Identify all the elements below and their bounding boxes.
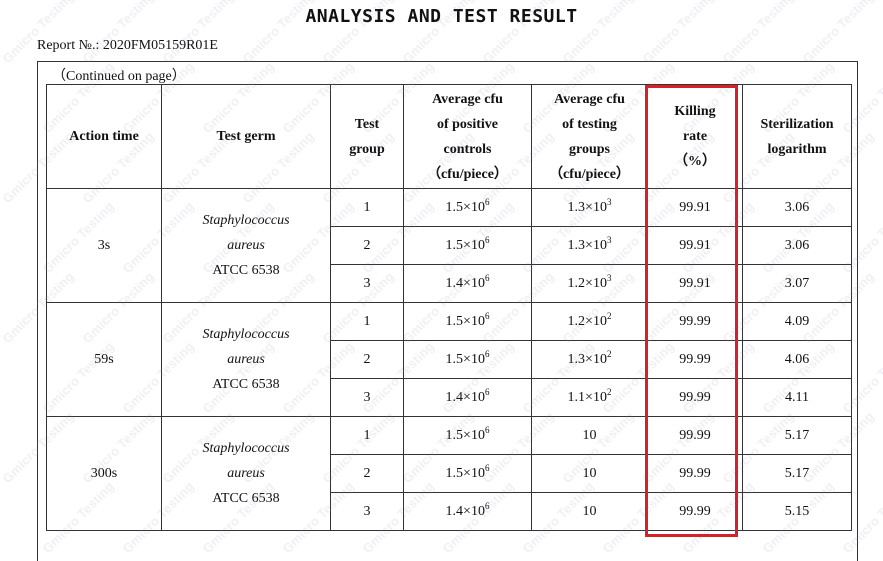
- cell-avg-positive: 1.5×106: [403, 226, 532, 265]
- cell-killing-rate: 99.91: [647, 188, 743, 227]
- table-row: 3 1.4×106 1.1×102 99.99 4.11: [47, 378, 852, 417]
- cell-sterilization: 5.15: [742, 492, 852, 531]
- cell-test-germ: Staphylococcus aureus ATCC 6538: [161, 416, 331, 531]
- cell-group: 1: [330, 302, 404, 341]
- report-number: Report №.: 2020FM05159R01E: [37, 38, 218, 53]
- cell-avg-testing: 1.3×102: [531, 340, 648, 379]
- cell-avg-positive: 1.4×106: [403, 264, 532, 303]
- cell-avg-testing: 1.2×102: [531, 302, 648, 341]
- cell-killing-rate: 99.99: [647, 302, 743, 341]
- cell-avg-positive: 1.4×106: [403, 492, 532, 531]
- cell-group: 1: [330, 416, 404, 455]
- col-avg-testing: Average cfu of testing groups （cfu/piece）: [531, 84, 648, 189]
- cell-group: 1: [330, 188, 404, 227]
- cell-sterilization: 3.06: [742, 188, 852, 227]
- cell-avg-positive: 1.5×106: [403, 340, 532, 379]
- col-test-group: Test group: [330, 84, 404, 189]
- cell-killing-rate: 99.99: [647, 416, 743, 455]
- cell-sterilization: 5.17: [742, 416, 852, 455]
- table-row: 3s Staphylococcus aureus ATCC 6538 1 1.5×1…: [46, 188, 852, 303]
- table-row: 3 1.4×106 10 99.99 5.15: [47, 492, 852, 531]
- cell-sterilization: 4.06: [742, 340, 852, 379]
- cell-test-germ: Staphylococcus aureus ATCC 6538: [161, 302, 331, 417]
- cell-avg-positive: 1.5×106: [403, 302, 532, 341]
- cell-group: 3: [330, 378, 404, 417]
- cell-action-time: 59s: [46, 302, 162, 417]
- cell-avg-testing: 10: [531, 416, 648, 455]
- report-title: ANALYSIS AND TEST RESULT: [305, 6, 578, 27]
- cell-group: 3: [330, 264, 404, 303]
- cell-avg-positive: 1.5×106: [403, 416, 532, 455]
- table-row: 3 1.4×106 1.2×103 99.91 3.07: [47, 264, 852, 303]
- table-row: 59s Staphylococcus aureus ATCC 6538 1 1.5×…: [46, 302, 852, 417]
- cell-avg-testing: 1.3×103: [531, 226, 648, 265]
- cell-killing-rate: 99.91: [647, 226, 743, 265]
- header-row: Action time Test germ Test group Average …: [46, 84, 852, 189]
- col-sterilization: Sterilization logarithm: [742, 84, 852, 189]
- page-frame: [37, 61, 858, 561]
- cell-killing-rate: 99.99: [647, 492, 743, 531]
- cell-action-time: 300s: [46, 416, 162, 531]
- table-row: 2 1.5×106 1.3×102 99.99 4.06: [47, 340, 852, 379]
- col-killing-rate: Killing rate （%）: [647, 84, 743, 189]
- cell-avg-positive: 1.4×106: [403, 378, 532, 417]
- cell-sterilization: 4.09: [742, 302, 852, 341]
- results-table: Action time Test germ Test group Average …: [46, 84, 852, 531]
- cell-avg-positive: 1.5×106: [403, 188, 532, 227]
- cell-killing-rate: 99.99: [647, 340, 743, 379]
- col-action-time: Action time: [46, 84, 162, 189]
- cell-killing-rate: 99.99: [647, 378, 743, 417]
- cell-group: 2: [330, 340, 404, 379]
- cell-avg-positive: 1.5×106: [403, 454, 532, 493]
- cell-killing-rate: 99.99: [647, 454, 743, 493]
- cell-group: 2: [330, 226, 404, 265]
- cell-avg-testing: 1.3×103: [531, 188, 648, 227]
- table-row: 300s Staphylococcus aureus ATCC 6538 1 1.5…: [46, 416, 852, 531]
- cell-killing-rate: 99.91: [647, 264, 743, 303]
- cell-action-time: 3s: [46, 188, 162, 303]
- cell-avg-testing: 1.2×103: [531, 264, 648, 303]
- cell-test-germ: Staphylococcus aureus ATCC 6538: [161, 188, 331, 303]
- cell-avg-testing: 1.1×102: [531, 378, 648, 417]
- cell-group: 2: [330, 454, 404, 493]
- cell-sterilization: 5.17: [742, 454, 852, 493]
- cell-group: 3: [330, 492, 404, 531]
- cell-sterilization: 3.07: [742, 264, 852, 303]
- cell-avg-testing: 10: [531, 454, 648, 493]
- continued-note: （Continued on page）: [52, 69, 186, 84]
- cell-sterilization: 3.06: [742, 226, 852, 265]
- col-test-germ: Test germ: [161, 84, 331, 189]
- cell-sterilization: 4.11: [742, 378, 852, 417]
- col-avg-positive: Average cfu of positive controls （cfu/piece…: [403, 84, 532, 189]
- cell-avg-testing: 10: [531, 492, 648, 531]
